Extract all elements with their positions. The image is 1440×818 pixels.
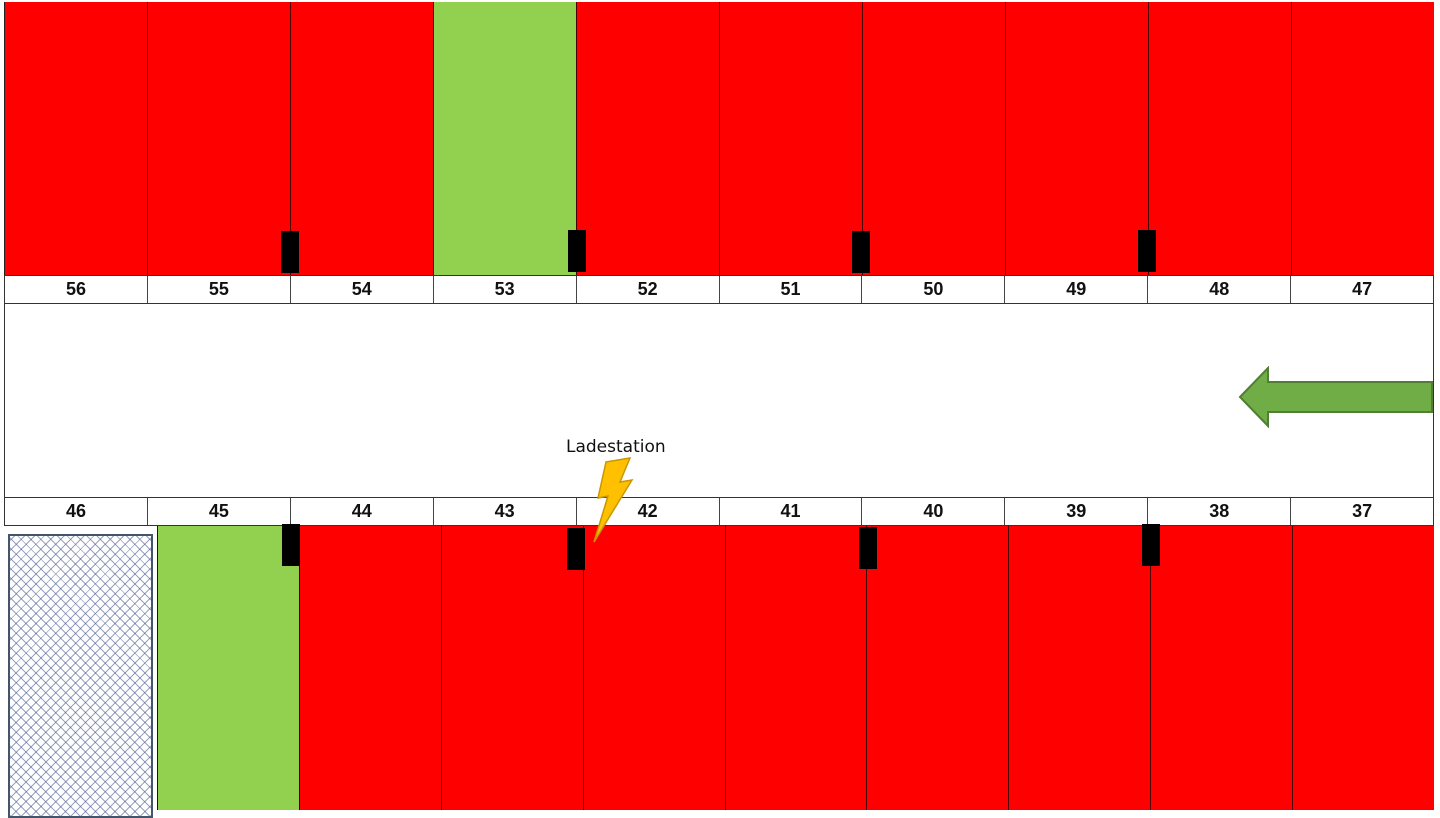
parking-space-45[interactable]: [156, 526, 299, 810]
parking-space-42[interactable]: [582, 526, 725, 810]
space-number-47: 47: [1290, 276, 1433, 303]
space-number-50: 50: [861, 276, 1004, 303]
space-number-38: 38: [1147, 498, 1290, 525]
space-number-37: 37: [1290, 498, 1433, 525]
charger-marker-54-53: [281, 231, 299, 273]
space-number-49: 49: [1004, 276, 1147, 303]
top-parking-row: [4, 2, 1434, 275]
parking-space-44[interactable]: [298, 526, 441, 810]
parking-space-40[interactable]: [866, 526, 1009, 810]
parking-space-41[interactable]: [724, 526, 867, 810]
parking-space-51[interactable]: [719, 2, 862, 275]
parking-space-56[interactable]: [4, 2, 147, 275]
space-number-56: 56: [65, 279, 86, 299]
parking-space-39[interactable]: [1008, 526, 1151, 810]
bottom-parking-row: [4, 526, 1435, 818]
space-number-44: 44: [289, 498, 433, 525]
charger-marker-43-42: [567, 528, 585, 570]
space-number-40: 40: [861, 498, 1004, 525]
bottom-number-row: 46 45 44 43 42 41 40 39 38 37: [4, 497, 1434, 526]
parking-space-50[interactable]: [862, 2, 1005, 275]
parking-space-54[interactable]: [290, 2, 433, 275]
space-number-43: 43: [432, 498, 576, 525]
space-number-42: 42: [575, 498, 719, 525]
charger-marker-39-38: [1142, 524, 1160, 566]
parking-space-55[interactable]: [147, 2, 290, 275]
space-number-39: 39: [1004, 498, 1147, 525]
space-number-41: 41: [718, 498, 862, 525]
driving-lane: [4, 304, 1434, 497]
top-number-row: 56 55 54 53 52 51 50 49 48 47: [4, 275, 1434, 304]
space-number-53: 53: [432, 276, 576, 303]
space-number-51: 51: [718, 276, 862, 303]
parking-space-49[interactable]: [1005, 2, 1148, 275]
space-number-52: 52: [575, 276, 719, 303]
parking-space-47[interactable]: [1291, 2, 1434, 275]
parking-space-37[interactable]: [1292, 526, 1435, 810]
lightning-bolt-icon: [593, 457, 634, 543]
space-number-55: 55: [146, 276, 290, 303]
charger-marker-45-44: [282, 524, 300, 566]
space-number-46: 46: [65, 501, 86, 521]
charger-marker-53-52: [568, 230, 586, 272]
charging-station-label: Ladestation: [566, 437, 666, 457]
charger-marker-49-48: [1138, 230, 1156, 272]
parking-space-52[interactable]: [576, 2, 719, 275]
parking-space-38[interactable]: [1150, 526, 1293, 810]
space-number-48: 48: [1147, 276, 1290, 303]
direction-arrow-icon: [1238, 366, 1433, 428]
parking-space-48[interactable]: [1148, 2, 1291, 275]
parking-space-46[interactable]: [8, 534, 153, 818]
space-number-54: 54: [289, 276, 433, 303]
charger-marker-41-40: [859, 527, 877, 569]
charger-marker-51-50: [852, 231, 870, 273]
space-number-45: 45: [146, 498, 290, 525]
parking-space-43[interactable]: [440, 526, 583, 810]
parking-space-53[interactable]: [433, 2, 576, 275]
